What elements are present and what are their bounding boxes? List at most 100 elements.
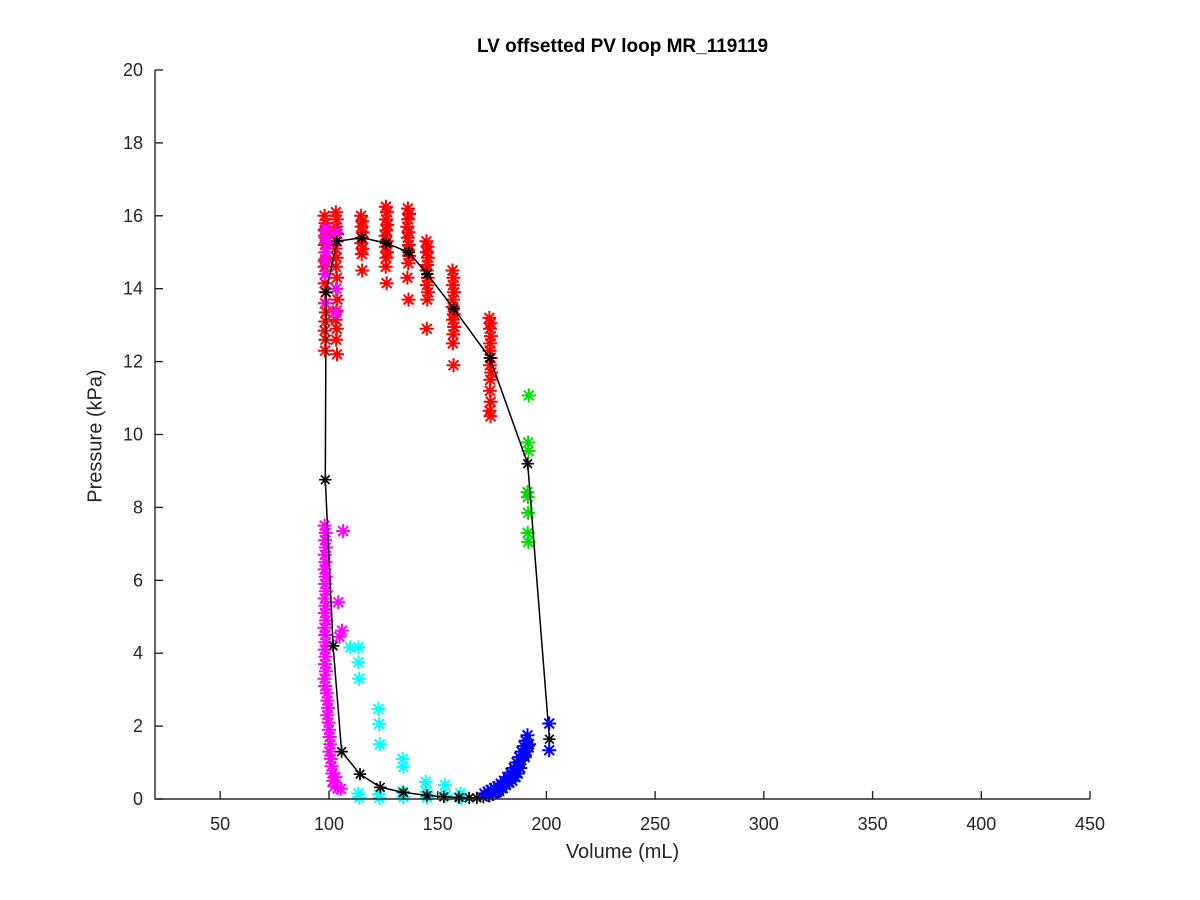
marker-asterisk [322,744,337,759]
x-tick-label: 50 [210,814,230,834]
marker-asterisk [322,730,337,744]
marker-asterisk [482,383,497,398]
marker-asterisk [483,336,498,351]
marker-asterisk [318,267,332,282]
marker-asterisk [379,276,394,291]
y-tick-label: 16 [123,206,143,226]
marker-asterisk [516,739,531,754]
marker-asterisk [521,505,536,520]
marker-asterisk [351,786,366,801]
marker-asterisk [324,759,339,774]
marker-asterisk [485,786,500,801]
marker-asterisk [336,524,351,539]
marker-asterisk [372,716,387,731]
marker-asterisk [421,285,436,300]
marker-asterisk [477,791,490,804]
marker-asterisk [482,343,497,358]
marker-asterisk [317,254,332,269]
x-tick-label: 150 [423,814,453,834]
marker-asterisk [317,323,332,338]
marker-asterisk [447,320,462,334]
marker-asterisk [326,639,340,653]
marker-asterisk [330,270,344,285]
marker-asterisk [317,562,332,577]
series-green-cluster [520,388,536,549]
marker-asterisk [477,786,492,801]
marker-asterisk [317,228,332,243]
marker-asterisk [445,312,460,327]
y-tick-label: 10 [123,425,143,445]
marker-asterisk [542,743,557,758]
marker-asterisk [513,761,528,775]
marker-asterisk [421,267,434,281]
marker-asterisk [483,351,497,365]
series-cyan-cluster [343,640,469,805]
series-red-cluster [317,199,499,424]
marker-asterisk [437,790,450,803]
marker-asterisk [482,321,497,336]
marker-asterisk [419,234,434,249]
marker-asterisk [343,640,358,655]
marker-asterisk [420,789,434,802]
marker-asterisk [318,635,333,650]
marker-asterisk [318,343,332,358]
marker-asterisk [352,790,367,805]
y-tick-label: 18 [123,133,143,153]
marker-asterisk [483,394,498,409]
marker-asterisk [335,623,349,638]
marker-asterisk [328,225,343,240]
marker-asterisk [483,409,498,424]
marker-asterisk [319,473,332,486]
marker-asterisk [318,613,333,628]
marker-asterisk [330,235,343,248]
marker-asterisk [323,737,338,752]
marker-asterisk [318,555,333,570]
marker-asterisk [318,679,333,693]
marker-asterisk [318,649,333,664]
marker-asterisk [355,263,370,278]
marker-asterisk [318,657,332,672]
marker-asterisk [318,569,333,584]
marker-asterisk [517,750,532,765]
marker-asterisk [328,305,343,320]
marker-asterisk [522,737,536,752]
marker-asterisk [318,245,333,260]
y-tick-label: 12 [123,352,143,372]
marker-asterisk [330,347,344,362]
marker-asterisk [351,640,366,655]
series-magenta-cluster [317,221,351,796]
marker-asterisk [317,620,332,635]
marker-asterisk [401,212,416,227]
marker-asterisk [354,219,369,234]
marker-asterisk [379,250,394,265]
marker-asterisk [330,292,345,307]
marker-asterisk [354,208,369,223]
marker-asterisk [317,642,332,657]
marker-asterisk [379,212,394,227]
marker-asterisk [445,278,460,293]
marker-asterisk [371,702,386,716]
marker-asterisk [452,791,466,804]
marker-asterisk [321,700,336,715]
marker-asterisk [420,250,435,265]
marker-asterisk [482,358,497,373]
y-tick-label: 20 [123,60,143,80]
marker-asterisk [488,785,503,800]
marker-asterisk [400,201,415,216]
marker-asterisk [331,595,346,610]
marker-asterisk [419,245,434,260]
marker-asterisk [379,236,393,250]
marker-asterisk [519,744,534,759]
y-tick-label: 0 [133,789,143,809]
y-tick-label: 8 [133,497,143,517]
marker-asterisk [328,205,343,220]
marker-asterisk [483,329,498,344]
marker-asterisk [483,372,498,387]
marker-asterisk [400,230,415,245]
marker-asterisk [447,302,460,315]
marker-asterisk [372,737,387,752]
marker-asterisk [419,321,434,336]
y-axis-ticks: 0 2 4 6 8 10 12 14 16 18 20 [123,60,163,809]
marker-asterisk [463,791,476,805]
marker-asterisk [328,312,343,327]
